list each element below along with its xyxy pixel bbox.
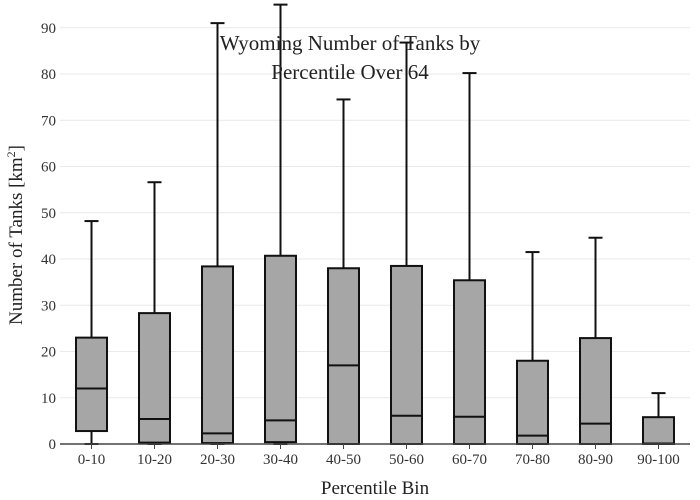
box-70-80 <box>516 251 549 445</box>
y-tick-label: 60 <box>41 160 56 176</box>
box-iqr <box>75 336 108 433</box>
x-axis-label: Percentile Bin <box>321 478 430 499</box>
x-tick-label: 20-30 <box>200 452 235 468</box>
box-iqr <box>264 254 297 444</box>
chart-title-line-1: Wyoming Number of Tanks by <box>220 31 481 55</box>
box-iqr <box>138 312 171 444</box>
y-tick-label: 50 <box>41 206 56 222</box>
box-40-50 <box>327 98 360 445</box>
y-axis-label-superscript: 2 <box>4 151 18 157</box>
y-axis-label-main: Number of Tanks [km <box>6 157 27 325</box>
box-20-30 <box>201 22 234 445</box>
box-10-20 <box>138 181 171 445</box>
y-tick-label: 0 <box>49 437 57 453</box>
box-iqr <box>327 267 360 445</box>
y-tick-labels: 0 10 20 30 40 50 60 70 80 90 <box>41 21 56 453</box>
y-tick-label: 10 <box>41 391 56 407</box>
box-iqr <box>390 264 423 445</box>
y-tick-label: 70 <box>41 113 56 129</box>
x-tick-label: 90-100 <box>637 452 680 468</box>
x-tick-label: 70-80 <box>515 452 550 468</box>
box-90-100 <box>642 392 675 445</box>
y-axis-label-end: ] <box>6 145 27 151</box>
box-30-40 <box>264 3 297 445</box>
box-50-60 <box>390 41 423 445</box>
box-iqr <box>516 359 549 445</box>
x-tick-label: 40-50 <box>326 452 361 468</box>
y-tick-label: 80 <box>41 67 56 83</box>
box-80-90 <box>579 236 612 445</box>
x-tick-labels: 0-10 10-20 20-30 30-40 40-50 50-60 60-70 70-80 8… <box>78 444 680 468</box>
y-tick-label: 40 <box>41 252 56 268</box>
box-iqr <box>201 265 234 445</box>
x-tick-label: 0-10 <box>78 452 106 468</box>
y-tick-label: 30 <box>41 298 56 314</box>
box-60-70 <box>453 72 486 445</box>
x-tick-label: 10-20 <box>137 452 172 468</box>
y-tick-label: 90 <box>41 21 56 37</box>
x-tick-label: 30-40 <box>263 452 298 468</box>
box-0-10 <box>75 220 108 445</box>
box-iqr <box>642 416 675 445</box>
y-axis-label: Number of Tanks [km2] <box>4 145 27 325</box>
box-iqr <box>579 337 612 445</box>
box-iqr <box>453 279 486 445</box>
x-tick-label: 80-90 <box>578 452 613 468</box>
x-tick-label: 50-60 <box>389 452 424 468</box>
y-tick-label: 20 <box>41 345 56 361</box>
chart-title-line-2: Percentile Over 64 <box>271 60 429 84</box>
x-tick-label: 60-70 <box>452 452 487 468</box>
